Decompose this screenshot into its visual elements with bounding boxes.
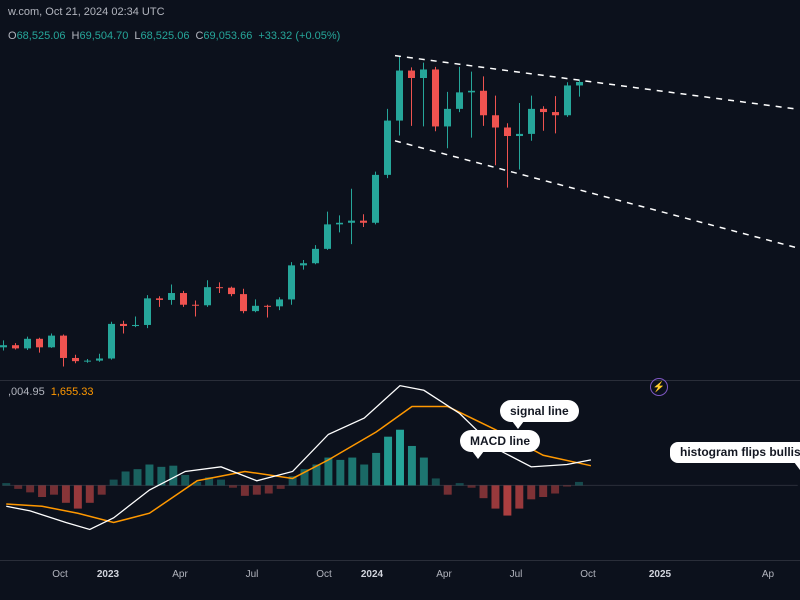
xaxis-tick: Jul [510, 569, 523, 580]
lightning-icon[interactable]: ⚡ [650, 378, 668, 396]
xaxis-tick: Jul [246, 569, 259, 580]
time-axis: Oct 2023 Apr Jul Oct 2024 Apr Jul Oct 2025 Ap [0, 560, 800, 600]
xaxis-tick: Apr [172, 569, 188, 580]
ohlc-bar: O68,525.06 H69,504.70 L68,525.06 C69,053… [8, 30, 340, 42]
xaxis-tick: Apr [436, 569, 452, 580]
callout-signal-line: signal line [500, 400, 579, 422]
xaxis-tick: 2024 [361, 569, 383, 580]
callout-histogram-bullish: histogram flips bullish [670, 442, 800, 463]
xaxis-tick: Oct [52, 569, 68, 580]
xaxis-tick: 2025 [649, 569, 671, 580]
xaxis-tick: 2023 [97, 569, 119, 580]
price-chart[interactable] [0, 45, 800, 375]
xaxis-tick: Oct [316, 569, 332, 580]
callout-macd-line: MACD line [460, 430, 540, 452]
xaxis-tick: Ap [762, 569, 774, 580]
chart-source-time: w.com, Oct 21, 2024 02:34 UTC [8, 6, 165, 18]
macd-chart[interactable] [0, 380, 800, 555]
xaxis-tick: Oct [580, 569, 596, 580]
